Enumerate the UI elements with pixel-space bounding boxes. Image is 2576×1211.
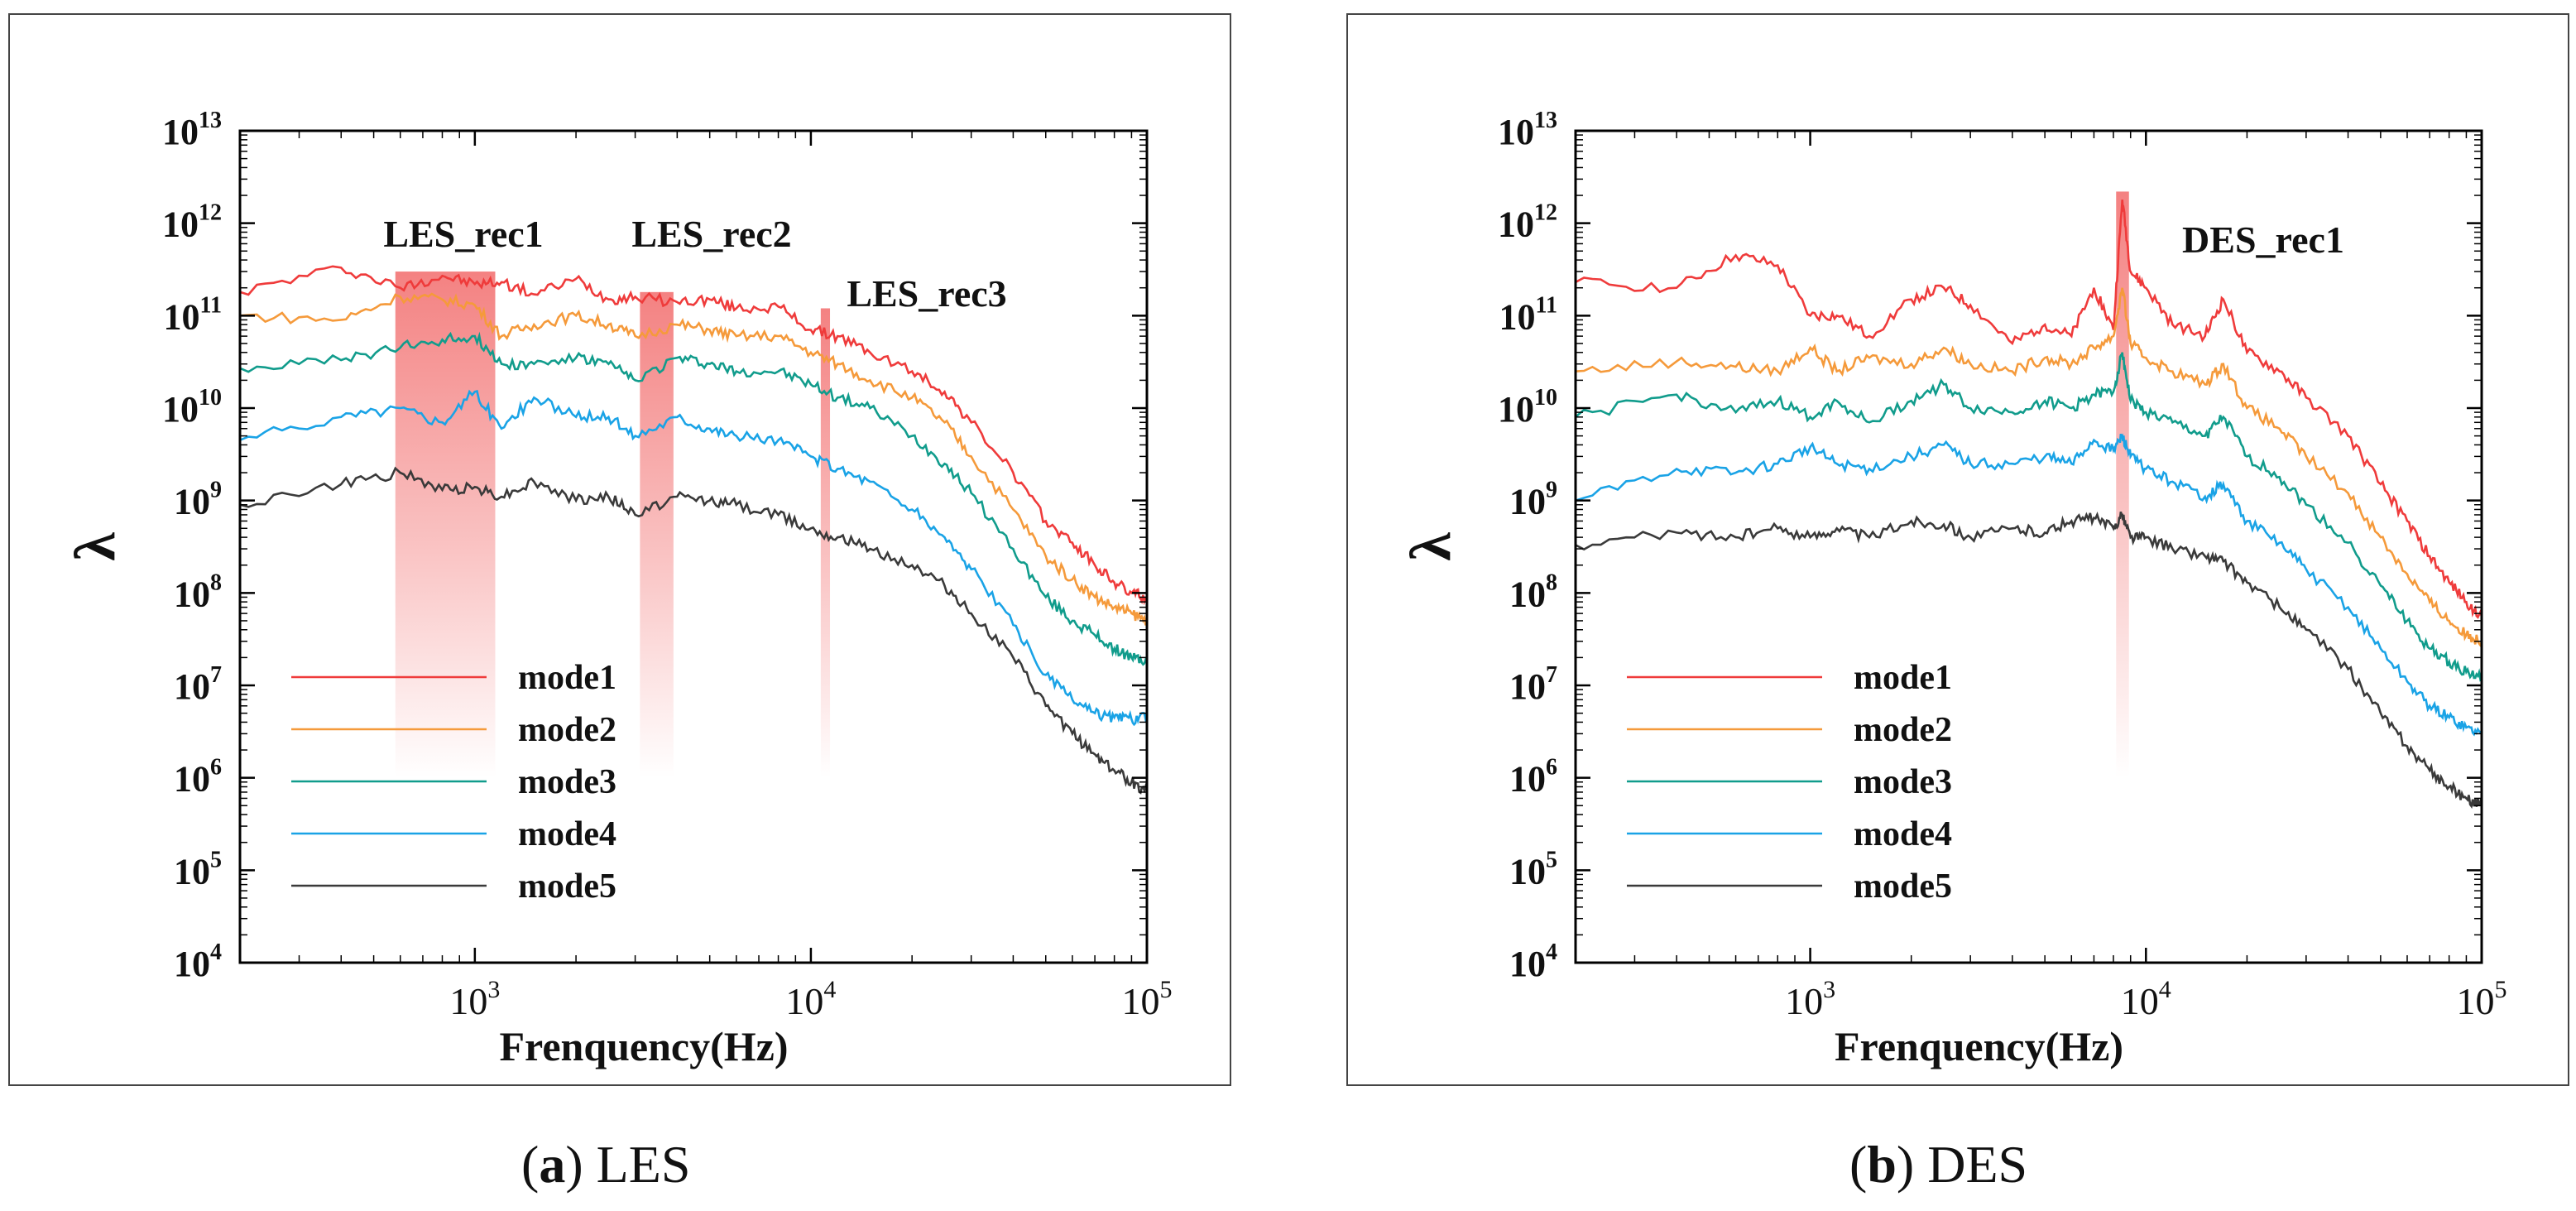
panel-b-frame <box>1346 13 2569 1086</box>
series-line-mode5 <box>1575 511 2483 810</box>
x-tick-label: 103 <box>1785 976 1835 1022</box>
caption-b-text: DES <box>1927 1135 2028 1194</box>
highlight-band-1 <box>2116 191 2129 778</box>
series-line-mode5 <box>239 466 1149 795</box>
panel-a-frame <box>8 13 1231 1086</box>
legend-label-mode3: mode3 <box>1854 763 1952 801</box>
legend-label-mode1: mode1 <box>1854 659 1952 697</box>
series-line-mode1 <box>239 265 1148 606</box>
series-line-mode2 <box>1575 287 2483 648</box>
annotation-label-1: LES_rec1 <box>383 213 543 255</box>
series-line-mode1 <box>1575 199 2483 619</box>
x-axis-label: Frenquency(Hz) <box>499 1023 788 1069</box>
legend-label-mode3: mode3 <box>518 763 616 801</box>
series-line-mode4 <box>1575 433 2482 737</box>
x-axis-label: Frenquency(Hz) <box>1835 1023 2123 1069</box>
y-axis-label: λ <box>1399 532 1463 561</box>
y-axis-label: λ <box>64 532 127 561</box>
y-tick-label: 105 <box>1509 847 1557 891</box>
annotation-label-1: DES_rec1 <box>2182 219 2344 261</box>
caption-a-text: LES <box>596 1135 691 1194</box>
y-tick-label: 1012 <box>1498 200 1557 245</box>
y-tick-label: 109 <box>1509 478 1557 522</box>
plot-frame <box>1574 129 2483 964</box>
annotation-label-2: LES_rec2 <box>631 213 791 255</box>
series-line-mode3 <box>1575 352 2482 682</box>
legend-label-mode5: mode5 <box>1854 867 1952 906</box>
y-tick-label: 106 <box>1509 755 1557 800</box>
series-line-mode2 <box>239 292 1149 626</box>
y-tick-label: 107 <box>1509 662 1557 707</box>
x-tick-label: 104 <box>2121 976 2171 1022</box>
legend-label-mode4: mode4 <box>518 815 616 853</box>
des-chart: 104 105 106 107 108 109 1010 1011 1012 1013 103 104… <box>1399 108 2507 1069</box>
legend-label-mode2: mode2 <box>1854 711 1952 749</box>
y-tick-label: 108 <box>1509 569 1557 614</box>
series-line-mode3 <box>239 331 1149 666</box>
y-tick-label: 1013 <box>1498 108 1557 152</box>
highlight-band-3 <box>820 308 831 778</box>
legend-label-mode2: mode2 <box>518 711 616 749</box>
y-tick-label: 1011 <box>1499 292 1557 337</box>
y-tick-label: 1010 <box>1498 385 1557 430</box>
x-tick-label: 105 <box>2457 976 2507 1022</box>
highlight-band-1 <box>395 272 496 778</box>
caption-b: (b) DES <box>1849 1135 2028 1194</box>
y-tick-label: 109 <box>174 478 222 522</box>
caption-b-letter: b <box>1867 1135 1897 1194</box>
caption-a-letter: a <box>539 1135 566 1194</box>
plot-frame <box>238 129 1149 964</box>
y-tick-label: 104 <box>1509 939 1557 984</box>
legend-label-mode1: mode1 <box>518 659 616 697</box>
caption-a: (a) LES <box>521 1135 691 1194</box>
legend-label-mode5: mode5 <box>518 867 616 906</box>
legend-label-mode4: mode4 <box>1854 815 1952 853</box>
annotation-label-3: LES_rec3 <box>847 272 1006 315</box>
series-line-mode4 <box>239 389 1149 727</box>
